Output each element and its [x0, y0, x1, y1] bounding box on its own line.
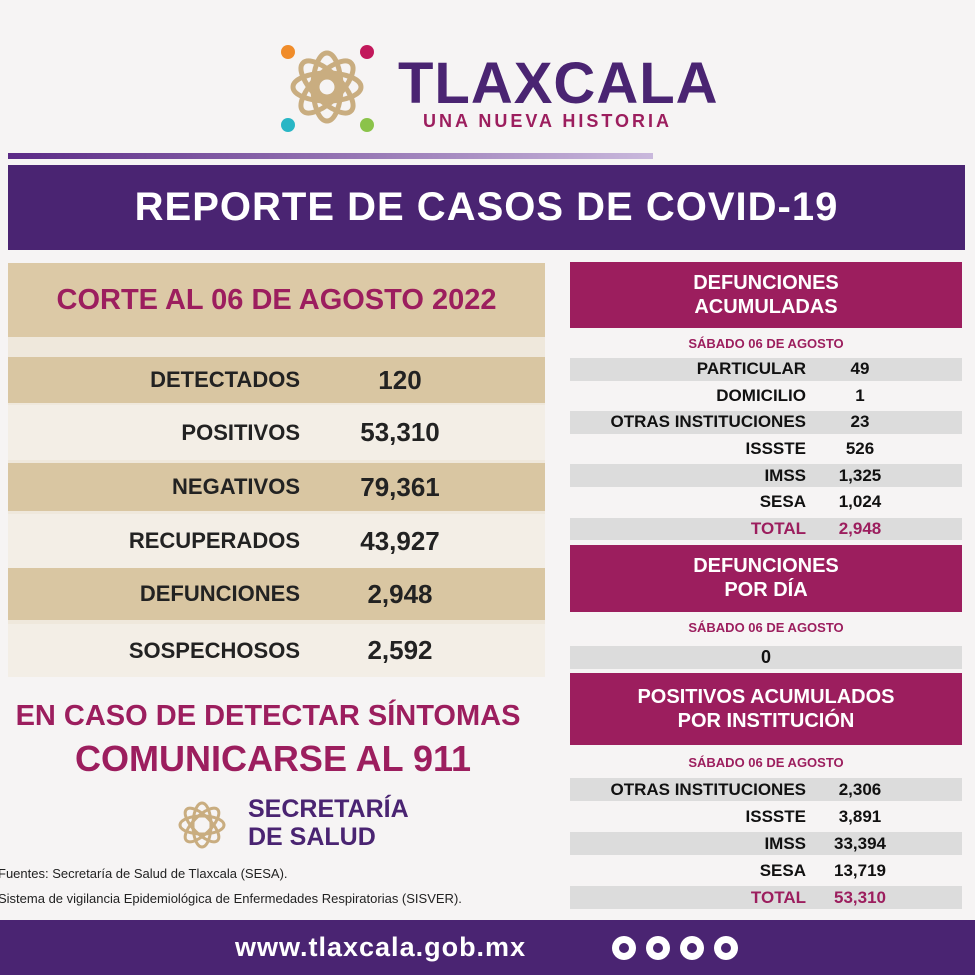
- summary-value: 43,927: [360, 525, 440, 556]
- summary-row: [8, 568, 545, 620]
- summary-label: SOSPECHOSOS: [128, 637, 300, 663]
- summary-title: CORTE AL 06 DE AGOSTO 2022: [8, 263, 545, 337]
- panel-header: [570, 262, 962, 328]
- table-row: [570, 517, 962, 541]
- row-label: ISSSTE: [745, 806, 806, 826]
- brand-title: TLAXCALA: [398, 51, 719, 116]
- table-row: [570, 832, 962, 855]
- table-row: [570, 384, 962, 408]
- row-label: TOTAL: [750, 518, 806, 538]
- source: Fuentes: Secretaría de Salud de Tlaxcala…: [0, 866, 288, 881]
- row-label: IMSS: [764, 833, 806, 853]
- table-row: [570, 491, 962, 514]
- summary-label: POSITIVOS: [181, 419, 300, 445]
- panel-title: DEFUNCIONES: [693, 555, 839, 577]
- table-row: [570, 437, 962, 461]
- logo: [281, 45, 374, 132]
- source: Sistema de vigilancia Epidemiológica de …: [0, 891, 462, 906]
- table-row: [570, 805, 962, 828]
- summary-label: NEGATIVOS: [172, 474, 300, 499]
- panel-title: POR INSTITUCIÓN: [677, 709, 855, 732]
- banner: [8, 165, 965, 250]
- secretaria-line: SECRETARÍA: [248, 795, 409, 823]
- row-label: OTRAS INSTITUCIONES: [610, 412, 806, 432]
- notice-line: EN CASO DE DETECTAR SÍNTOMAS: [15, 700, 521, 732]
- row-label: IMSS: [764, 465, 806, 485]
- row-label: OTRAS INSTITUCIONES: [610, 779, 806, 799]
- logo-small: [178, 801, 226, 849]
- row-label: SESA: [759, 860, 806, 880]
- panel-date: SÁBADO 06 DE AGOSTO: [688, 754, 844, 770]
- panel-title: POSITIVOS ACUMULADOS: [637, 685, 895, 708]
- table-row: [570, 778, 962, 801]
- summary-value: 79,361: [360, 471, 440, 502]
- summary-value: 2,948: [367, 578, 433, 609]
- row-value: 23: [850, 412, 870, 432]
- panel-date: SÁBADO 06 DE AGOSTO: [688, 335, 844, 351]
- summary-value: 120: [378, 364, 422, 395]
- secretaria-line: DE SALUD: [248, 823, 376, 851]
- table-row: [570, 411, 962, 434]
- banner-title: REPORTE DE CASOS DE COVID-19: [134, 185, 839, 229]
- row-label: PARTICULAR: [696, 359, 806, 379]
- row-value: 2,306: [838, 779, 882, 799]
- notice-line: COMUNICARSE AL 911: [74, 738, 472, 779]
- row-label: ISSSTE: [745, 439, 806, 459]
- row-value: 0: [760, 647, 771, 667]
- row-value: 1,325: [838, 465, 882, 485]
- summary-value: 53,310: [360, 417, 440, 447]
- panel-title: ACUMULADAS: [694, 295, 838, 318]
- row-value: 33,394: [834, 833, 886, 853]
- row-value: 3,891: [838, 806, 882, 826]
- table-row: [570, 859, 962, 882]
- row-label: SESA: [759, 492, 806, 512]
- divider: [8, 153, 653, 159]
- footer-bar: [0, 920, 975, 975]
- row-label: TOTAL: [750, 887, 806, 907]
- row-value: 2,948: [838, 518, 882, 538]
- row-value: 53,310: [834, 887, 886, 907]
- row-value: 526: [845, 439, 875, 459]
- row-label: DOMICILIO: [716, 385, 806, 405]
- summary-row: [8, 405, 545, 460]
- row-value: 49: [850, 359, 870, 379]
- summary-row: [8, 624, 545, 677]
- table-row: [570, 464, 962, 487]
- row-value: 1,024: [838, 492, 882, 512]
- summary-row: [8, 514, 545, 568]
- summary-label: DETECTADOS: [150, 367, 300, 392]
- panel-date: SÁBADO 06 DE AGOSTO: [688, 619, 844, 635]
- footer-url: www.tlaxcala.gob.mx: [235, 932, 527, 962]
- summary-label: RECUPERADOS: [128, 528, 300, 553]
- panel-header: [570, 545, 962, 612]
- summary-row: [8, 463, 545, 511]
- panel-title: POR DÍA: [724, 579, 808, 601]
- table-row: [570, 886, 962, 909]
- panel-title: DEFUNCIONES: [693, 271, 839, 294]
- summary-value: 2,592: [367, 635, 433, 665]
- social-icons: [612, 936, 738, 960]
- table-row: [570, 646, 962, 669]
- row-value: 1: [855, 385, 865, 405]
- summary-label: DEFUNCIONES: [139, 581, 300, 606]
- summary-row: [8, 357, 545, 403]
- row-value: 13,719: [834, 860, 886, 880]
- panel-header: [570, 673, 962, 745]
- brand-subtitle: UNA NUEVA HISTORIA: [423, 111, 673, 131]
- table-row: [570, 358, 962, 381]
